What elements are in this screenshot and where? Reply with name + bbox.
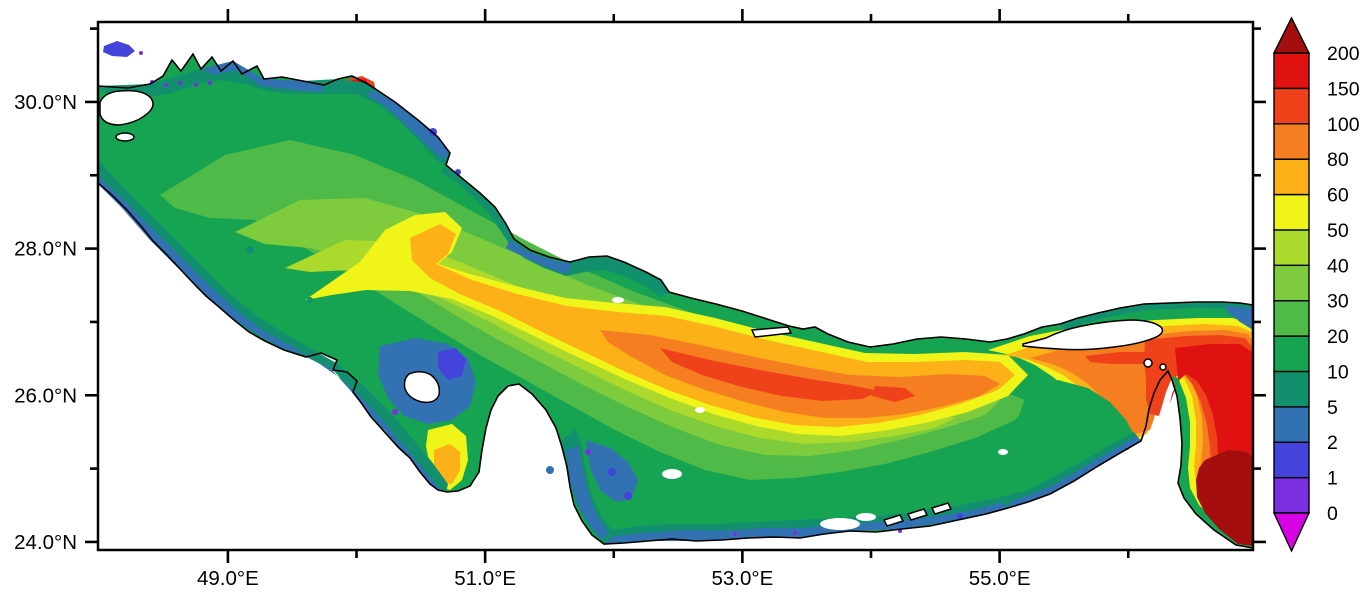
- colorbar-label: 100: [1327, 114, 1360, 136]
- purple-blob-bahrain-area: [438, 348, 466, 380]
- colorbar-segment-100-150: [1273, 87, 1310, 125]
- speck: [208, 81, 212, 85]
- colorbar-label: 80: [1327, 149, 1349, 171]
- colorbar-label: 50: [1327, 220, 1349, 242]
- fringe-teal-north: [98, 61, 450, 165]
- speck: [178, 81, 182, 85]
- nodata-patch-7: [998, 449, 1008, 455]
- colorbar-segment-50-60: [1273, 193, 1310, 231]
- map-layers: [98, 41, 1253, 549]
- colorbar-segment-1-2: [1273, 441, 1310, 479]
- colorbar-label: 0: [1327, 503, 1338, 525]
- speck: [139, 51, 143, 55]
- colorbar-label: 20: [1327, 326, 1349, 348]
- x-tick-label: 49.0°E: [197, 567, 259, 590]
- fringe-steel-uae-ne: [1008, 436, 1141, 508]
- axis-tick-labels: 49.0°E 51.0°E 53.0°E 55.0°E 30.0°N 28.0°N 26.0…: [14, 91, 1030, 590]
- colorbar-segment-2-5: [1273, 406, 1310, 443]
- speck: [957, 513, 963, 519]
- bahrain-island: [403, 371, 441, 404]
- colorbar-segment-60-80: [1273, 158, 1310, 196]
- colorbar-label: 2: [1327, 432, 1338, 454]
- colorbar-segment-10-20: [1273, 335, 1310, 373]
- colorbar-segment-5-10: [1273, 370, 1310, 408]
- colorbar-segment-0-1: [1273, 476, 1310, 514]
- nodata-patch-2: [856, 513, 876, 521]
- speck: [624, 492, 632, 500]
- colorbar-under-arrow: [1272, 512, 1311, 553]
- nodata-patch-1: [820, 518, 860, 530]
- fringe-steel-midcoast: [506, 240, 572, 274]
- kuwait-bay: [99, 89, 154, 126]
- band-100-150-spot: [872, 386, 915, 402]
- speck: [194, 83, 198, 87]
- colorbar-segment-40-50: [1273, 229, 1310, 267]
- colorbar-label: 1: [1327, 468, 1338, 490]
- x-tick-label: 55.0°E: [969, 567, 1031, 590]
- colorbar-segment-150-200: [1273, 52, 1310, 90]
- speck: [546, 466, 554, 474]
- colorbar-label: 200: [1327, 43, 1360, 65]
- fringe-teal-midcoast: [441, 165, 669, 297]
- fringe-steel-ne-corner: [1225, 306, 1253, 330]
- x-tick-label: 51.0°E: [454, 567, 516, 590]
- uae-islet-b: [906, 508, 929, 521]
- hormuz-islet-a: [1143, 358, 1153, 368]
- green-patch-strait-sw: [1020, 380, 1136, 468]
- speck: [733, 532, 737, 536]
- hormuz-islet-b: [1159, 363, 1167, 371]
- colorbar-label: 5: [1327, 397, 1338, 419]
- colorbar-label: 40: [1327, 255, 1349, 277]
- pearl-bank-patch: [357, 426, 387, 446]
- fringe-steel-south: [604, 502, 1008, 544]
- colorbar-label: 150: [1327, 78, 1360, 100]
- kuwait-islet: [115, 132, 135, 142]
- nodata-patch-6: [612, 297, 624, 303]
- y-tick-label: 30.0°N: [14, 91, 77, 114]
- nodata-patch-8: [695, 407, 705, 413]
- fringe-steel-qatar-east: [566, 446, 608, 540]
- speck: [164, 83, 168, 87]
- y-tick-label: 24.0°N: [14, 531, 77, 554]
- colorbar: 0 1 2 5 10 20 30 40 50 60 80 100 150 200: [1272, 16, 1360, 553]
- speck: [608, 468, 616, 476]
- fringe-teal-uae-ne: [1002, 432, 1141, 508]
- land-holes: [99, 89, 1167, 530]
- colorbar-label: 10: [1327, 361, 1349, 383]
- east-band-over: [1196, 450, 1253, 546]
- uae-islet-a: [882, 514, 905, 527]
- nodata-patch-5: [1082, 331, 1102, 339]
- shallow-specks: [139, 51, 963, 536]
- fringe-teal-ne-coast: [1060, 302, 1253, 330]
- hormuz-channel-red-streak: [1085, 352, 1160, 364]
- coastline: [98, 52, 1253, 549]
- axis-ticks: [85, 9, 1266, 563]
- plot-frame: [96, 20, 1255, 552]
- speck: [246, 246, 254, 254]
- nw-lake-blue: [103, 41, 135, 57]
- nodata-patch-3: [662, 469, 682, 479]
- speck: [793, 531, 797, 535]
- colorbar-over-arrow: [1272, 16, 1311, 54]
- speck: [585, 449, 591, 455]
- colorbar-segment-80-100: [1273, 123, 1310, 160]
- uae-islet-c: [930, 502, 953, 515]
- north-coast-lagoon: [750, 326, 793, 338]
- band-100-150-streak: [660, 348, 880, 401]
- speck: [392, 409, 398, 415]
- colorbar-segment-30-40: [1273, 264, 1310, 302]
- colorbar-label: 60: [1327, 185, 1349, 207]
- colorbar-segment-20-30: [1273, 299, 1310, 337]
- y-tick-label: 28.0°N: [14, 238, 77, 261]
- x-tick-label: 53.0°E: [711, 567, 773, 590]
- nodata-patch-4: [897, 329, 913, 337]
- fringe-steel-north-b: [368, 90, 449, 160]
- colorbar-label: 30: [1327, 291, 1349, 313]
- y-tick-label: 26.0°N: [14, 384, 77, 407]
- fringe-steel-north-a: [201, 61, 324, 92]
- speck: [307, 297, 313, 303]
